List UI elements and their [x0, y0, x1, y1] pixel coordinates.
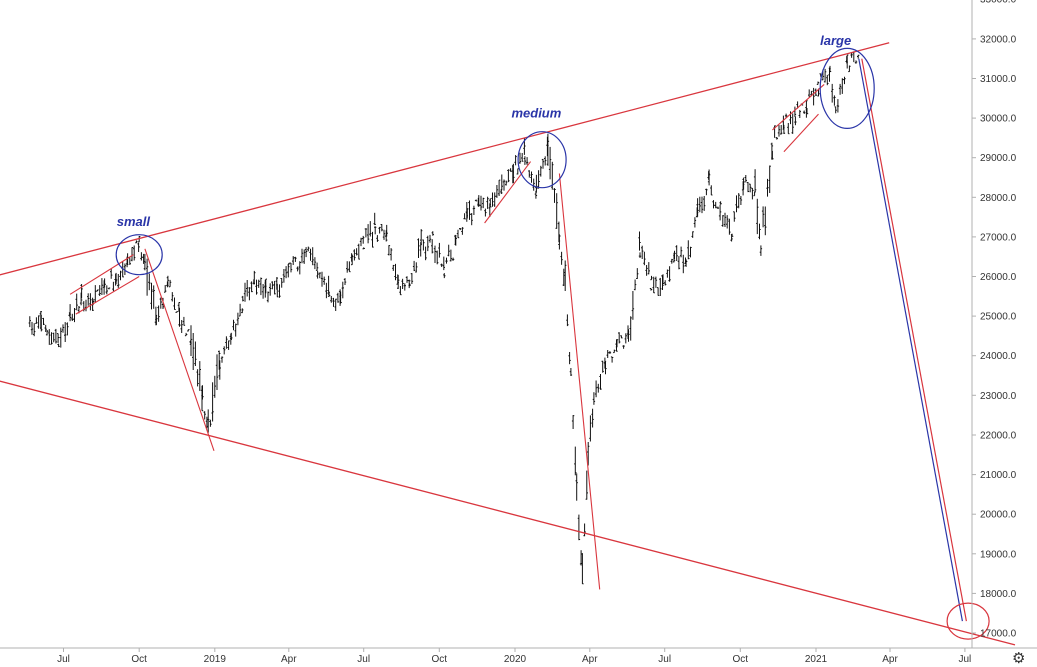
trendline: [0, 42, 890, 276]
price-axis: 17000.0 18000.0 19000.0 20000.0 21000.0 22000…: [971, 0, 1017, 648]
y-tick-label: 17000.0: [980, 629, 1017, 640]
x-tick-label: Apr: [281, 654, 297, 665]
small-label: small: [117, 214, 151, 229]
wedge-line: [772, 83, 825, 131]
trendline: [0, 380, 1016, 646]
y-tick-label: 23000.0: [980, 391, 1017, 402]
y-tick-label: 22000.0: [980, 431, 1017, 442]
y-tick-label: 18000.0: [980, 589, 1017, 600]
y-tick-label: 25000.0: [980, 312, 1017, 323]
y-tick-label: 33000.0: [980, 0, 1017, 6]
projection-line: [861, 58, 967, 622]
y-tick-label: 31000.0: [980, 74, 1017, 85]
y-tick-label: 26000.0: [980, 272, 1017, 283]
y-tick-label: 20000.0: [980, 510, 1017, 521]
y-tick-label: 19000.0: [980, 549, 1017, 560]
x-tick-label: Apr: [882, 654, 898, 665]
small-circle: [115, 234, 163, 276]
x-tick-label: 2021: [805, 654, 828, 665]
y-tick-label: 21000.0: [980, 470, 1017, 481]
x-tick-label: Apr: [582, 654, 598, 665]
price-bars: [28, 51, 860, 585]
wedge-line: [144, 248, 215, 451]
wedge-line: [484, 161, 532, 224]
large-circle: [819, 47, 875, 130]
medium-circle: [517, 131, 567, 189]
gear-icon[interactable]: ⚙: [1012, 649, 1025, 667]
x-tick-label: 2020: [504, 654, 527, 665]
y-tick-label: 30000.0: [980, 114, 1017, 125]
y-tick-label: 28000.0: [980, 193, 1017, 204]
x-tick-label: Jul: [658, 654, 671, 665]
wedge-line: [75, 276, 140, 315]
x-tick-label: Jul: [959, 654, 972, 665]
y-tick-label: 24000.0: [980, 351, 1017, 362]
medium-label: medium: [511, 105, 561, 120]
x-tick-label: Oct: [131, 654, 147, 665]
target-circle: [946, 602, 990, 640]
x-tick-label: 2019: [204, 654, 227, 665]
projection-line: [858, 58, 963, 622]
wedge-line: [558, 173, 601, 590]
x-tick-label: Oct: [733, 654, 749, 665]
trend-channel: [0, 42, 1016, 646]
pattern-annotations: small medium large: [115, 33, 990, 640]
x-tick-label: Oct: [432, 654, 448, 665]
wedge-line: [69, 254, 134, 295]
y-tick-label: 32000.0: [980, 34, 1017, 45]
large-label: large: [820, 33, 851, 48]
y-tick-label: 29000.0: [980, 153, 1017, 164]
wedge-line: [783, 113, 819, 153]
time-axis: Jul Oct 2019 Apr Jul Oct 2020 Apr Jul Oct 2021 Apr J…: [0, 647, 1037, 665]
x-tick-label: Jul: [57, 654, 70, 665]
x-tick-label: Jul: [357, 654, 370, 665]
y-tick-label: 27000.0: [980, 232, 1017, 243]
